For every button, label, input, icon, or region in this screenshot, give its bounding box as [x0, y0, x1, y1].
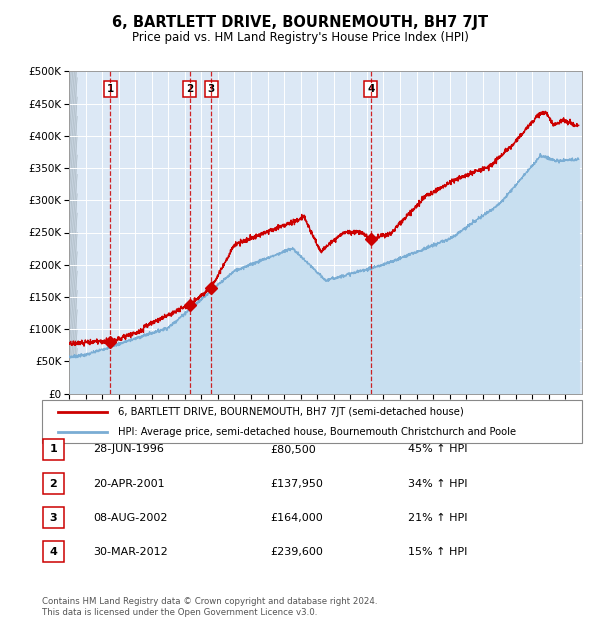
Text: 6, BARTLETT DRIVE, BOURNEMOUTH, BH7 7JT: 6, BARTLETT DRIVE, BOURNEMOUTH, BH7 7JT [112, 16, 488, 30]
Text: 45% ↑ HPI: 45% ↑ HPI [408, 445, 467, 454]
Text: 3: 3 [50, 513, 57, 523]
Text: 30-MAR-2012: 30-MAR-2012 [93, 547, 168, 557]
Text: 21% ↑ HPI: 21% ↑ HPI [408, 513, 467, 523]
Text: 4: 4 [49, 547, 58, 557]
FancyBboxPatch shape [42, 400, 582, 443]
Text: £239,600: £239,600 [270, 547, 323, 557]
Text: £80,500: £80,500 [270, 445, 316, 454]
Text: HPI: Average price, semi-detached house, Bournemouth Christchurch and Poole: HPI: Average price, semi-detached house,… [118, 427, 516, 436]
Text: 15% ↑ HPI: 15% ↑ HPI [408, 547, 467, 557]
FancyBboxPatch shape [43, 541, 64, 562]
Text: Price paid vs. HM Land Registry's House Price Index (HPI): Price paid vs. HM Land Registry's House … [131, 31, 469, 44]
Text: 20-APR-2001: 20-APR-2001 [93, 479, 164, 489]
FancyBboxPatch shape [43, 507, 64, 528]
Text: 4: 4 [367, 84, 374, 94]
Text: £137,950: £137,950 [270, 479, 323, 489]
Text: 08-AUG-2002: 08-AUG-2002 [93, 513, 167, 523]
FancyBboxPatch shape [43, 473, 64, 494]
Bar [69, 71, 77, 394]
FancyBboxPatch shape [43, 439, 64, 460]
Text: 2: 2 [186, 84, 193, 94]
Text: 34% ↑ HPI: 34% ↑ HPI [408, 479, 467, 489]
Text: 1: 1 [107, 84, 114, 94]
Text: 3: 3 [208, 84, 215, 94]
Text: 6, BARTLETT DRIVE, BOURNEMOUTH, BH7 7JT (semi-detached house): 6, BARTLETT DRIVE, BOURNEMOUTH, BH7 7JT … [118, 407, 463, 417]
Text: £164,000: £164,000 [270, 513, 323, 523]
Text: Contains HM Land Registry data © Crown copyright and database right 2024.
This d: Contains HM Land Registry data © Crown c… [42, 598, 377, 617]
Text: 2: 2 [50, 479, 57, 489]
Text: 1: 1 [50, 445, 57, 454]
Text: 28-JUN-1996: 28-JUN-1996 [93, 445, 164, 454]
